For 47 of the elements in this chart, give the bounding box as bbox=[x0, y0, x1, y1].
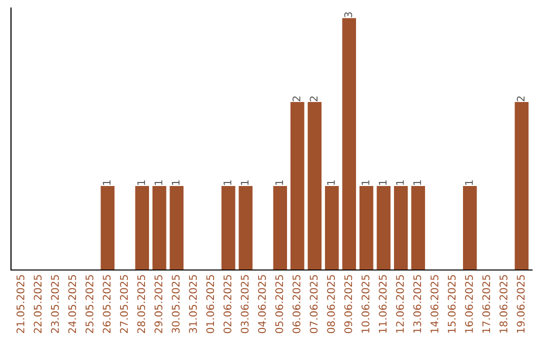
x-tick-label: 06.06.2025 bbox=[292, 275, 300, 334]
x-tick-label: 11.06.2025 bbox=[378, 275, 387, 333]
x-tick-label: 22.05.2025 bbox=[34, 275, 42, 334]
data-label: 1 bbox=[327, 180, 335, 185]
x-tick-label: 29.05.2025 bbox=[154, 275, 162, 334]
x-tick-label: 04.06.2025 bbox=[258, 275, 266, 334]
data-label: 1 bbox=[154, 180, 162, 185]
data-label: 1 bbox=[378, 180, 387, 185]
data-label: 1 bbox=[465, 180, 473, 185]
data-label: 1 bbox=[362, 180, 370, 185]
x-tick-label: 03.06.2025 bbox=[240, 275, 249, 334]
data-label: 2 bbox=[516, 96, 525, 102]
data-label: 1 bbox=[240, 180, 248, 185]
data-label: 1 bbox=[102, 180, 110, 185]
x-tick-label: 23.05.2025 bbox=[51, 275, 59, 334]
x-tick-label: 31.05.2025 bbox=[189, 275, 197, 334]
x-tick-label: 14.06.2025 bbox=[430, 275, 438, 333]
x-tick-label: 01.06.2025 bbox=[206, 275, 214, 334]
x-tick-label: 08.06.2025 bbox=[327, 275, 335, 334]
x-tick-label: 05.06.2025 bbox=[275, 275, 284, 334]
x-tick-label: 02.06.2025 bbox=[224, 275, 232, 334]
data-label: 1 bbox=[396, 180, 404, 185]
data-label: 3 bbox=[344, 12, 352, 18]
x-tick-label: 21.05.2025 bbox=[16, 275, 24, 334]
x-tick-label: 18.06.2025 bbox=[500, 275, 508, 333]
x-tick-label: 24.05.2025 bbox=[68, 275, 76, 334]
data-label: 2 bbox=[292, 96, 300, 102]
data-label: 1 bbox=[413, 180, 422, 185]
x-tick-label: 15.06.2025 bbox=[448, 275, 456, 333]
x-tick-label: 09.06.2025 bbox=[344, 275, 352, 334]
x-tick-label: 10.06.2025 bbox=[362, 275, 370, 333]
data-label: 1 bbox=[224, 180, 232, 185]
x-tick-label: 28.05.2025 bbox=[137, 275, 146, 334]
x-tick-label: 17.06.2025 bbox=[482, 275, 490, 333]
x-tick-label: 12.06.2025 bbox=[396, 275, 404, 333]
data-label: 1 bbox=[137, 180, 145, 185]
x-tick-label: 19.06.2025 bbox=[516, 275, 525, 333]
x-tick-label: 25.05.2025 bbox=[86, 275, 94, 334]
x-tick-label: 27.05.2025 bbox=[120, 275, 128, 334]
x-tick-label: 30.05.2025 bbox=[172, 275, 180, 334]
data-label: 1 bbox=[275, 180, 283, 185]
x-tick-label: 16.06.2025 bbox=[465, 275, 473, 333]
data-label: 1 bbox=[172, 180, 180, 185]
x-tick-label: 13.06.2025 bbox=[413, 275, 422, 333]
x-tick-label: 26.05.2025 bbox=[102, 275, 111, 334]
data-label: 2 bbox=[310, 96, 318, 102]
x-tick-label: 07.06.2025 bbox=[310, 275, 318, 334]
